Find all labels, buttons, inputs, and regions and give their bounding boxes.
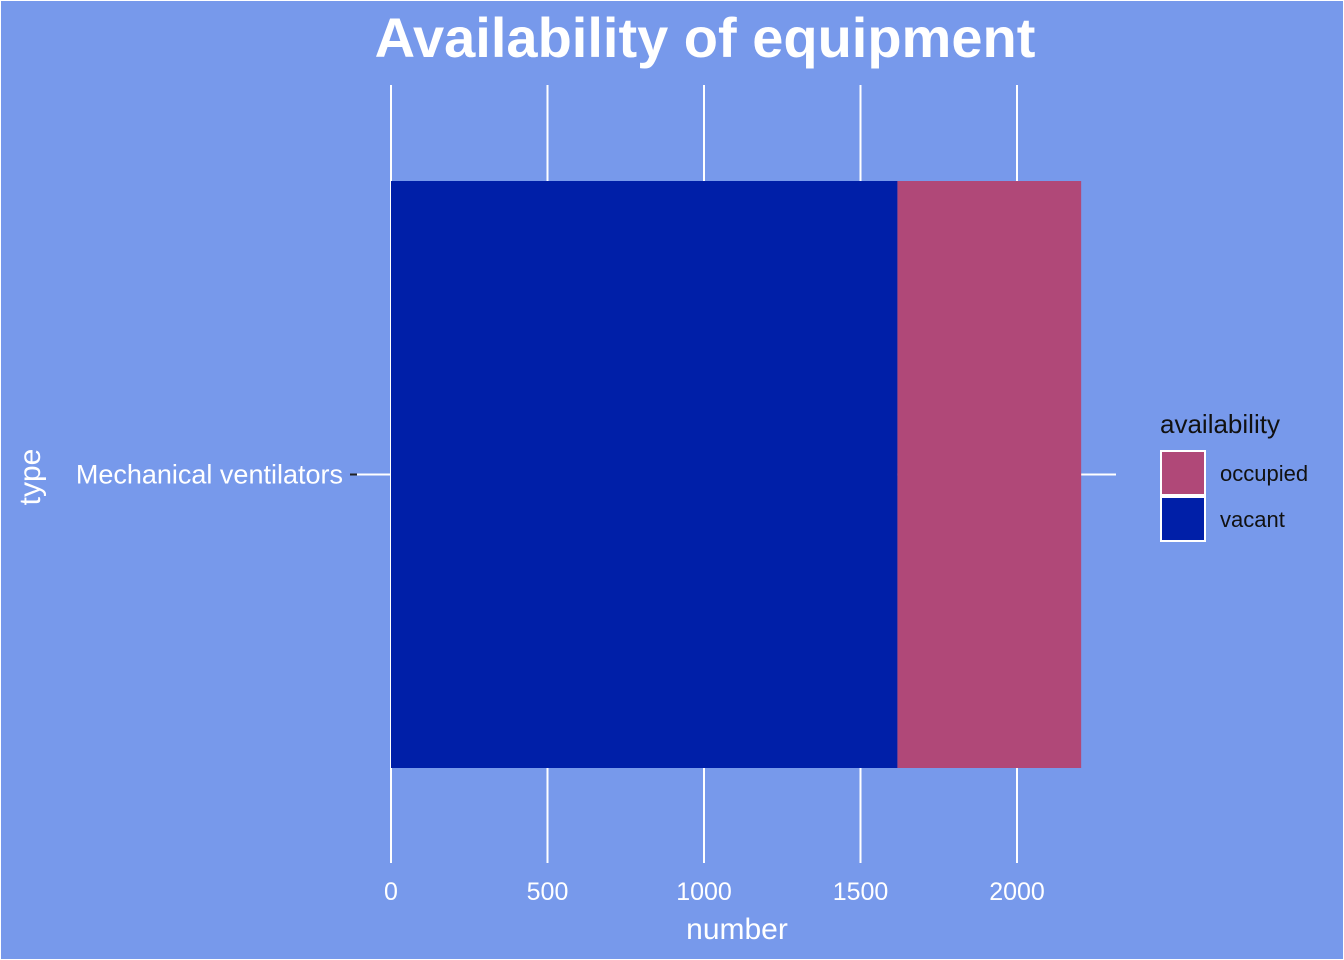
y-axis-ticks: Mechanical ventilators bbox=[76, 460, 357, 490]
x-tick-label-1000: 1000 bbox=[676, 878, 732, 906]
x-tick-label-0: 0 bbox=[384, 878, 398, 906]
legend-swatch-occupied bbox=[1160, 450, 1206, 496]
x-tick-label-500: 500 bbox=[527, 878, 569, 906]
bar-vacant bbox=[391, 181, 898, 768]
x-axis-ticks: 0 500 1000 1500 2000 bbox=[384, 878, 1045, 906]
legend: availability occupied vacant bbox=[1160, 409, 1308, 542]
legend-title: availability bbox=[1160, 409, 1280, 439]
x-tick-label-1500: 1500 bbox=[833, 878, 889, 906]
y-axis-label: type bbox=[14, 449, 47, 506]
legend-label-vacant: vacant bbox=[1220, 507, 1285, 532]
y-tick-label: Mechanical ventilators bbox=[76, 460, 343, 490]
bar-group bbox=[391, 181, 1082, 768]
chart-title: Availability of equipment bbox=[375, 6, 1036, 69]
x-axis-label: number bbox=[686, 913, 788, 946]
bar-occupied bbox=[897, 181, 1082, 768]
x-tick-label-2000: 2000 bbox=[989, 878, 1045, 906]
legend-label-occupied: occupied bbox=[1220, 461, 1308, 486]
legend-swatch-vacant bbox=[1160, 496, 1206, 542]
